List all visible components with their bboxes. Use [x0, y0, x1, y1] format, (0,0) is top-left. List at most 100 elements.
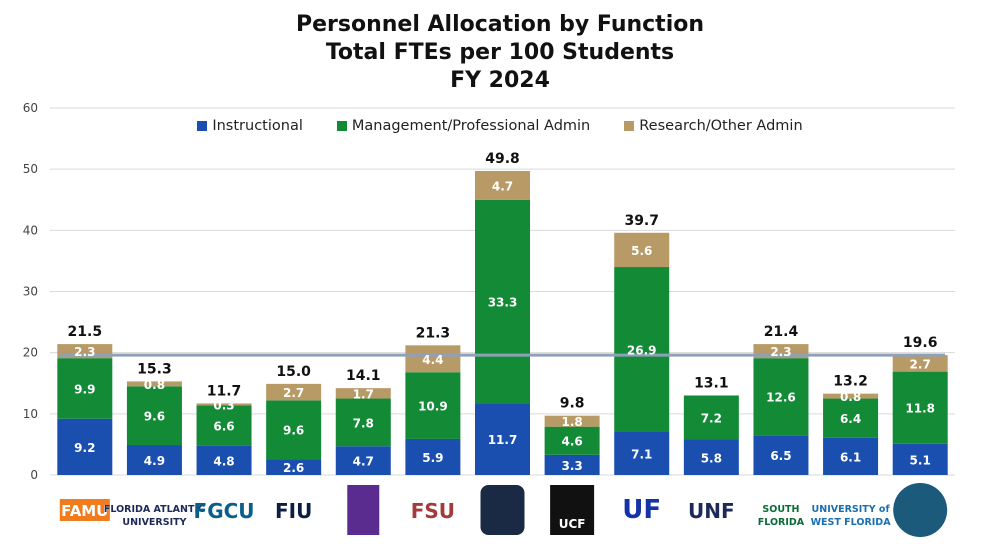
legend-instructional: Instructional [197, 118, 303, 134]
total-label: 15.0 [276, 364, 311, 380]
total-label: 39.7 [624, 213, 659, 229]
data-label: 0.3 [213, 398, 234, 412]
data-label: 4.9 [144, 454, 165, 468]
bar-segment-sus [892, 355, 948, 372]
data-label: 9.9 [74, 382, 95, 396]
legend-management: Management/Professional Admin [336, 118, 591, 134]
data-label: 9.2 [74, 441, 95, 455]
legend: Instructional Management/Professional Ad… [0, 118, 1000, 134]
data-label: 5.1 [910, 453, 931, 467]
logo-fau: UNIVERSITY [122, 517, 186, 528]
data-label: 4.4 [422, 353, 443, 367]
data-label: 2.3 [74, 345, 95, 359]
bar-segment-uf [614, 232, 670, 268]
bar-segment-fsu [405, 345, 461, 373]
bar-segment-uwf [823, 398, 879, 438]
data-label: 2.6 [283, 461, 304, 475]
data-label: 5.8 [701, 451, 722, 465]
data-label: 1.7 [353, 387, 374, 401]
data-label: 33.3 [488, 296, 518, 310]
bar-segment-fpu [335, 446, 391, 475]
total-label: 13.2 [833, 374, 868, 390]
chart-subtitle: Total FTEs per 100 Students [325, 40, 675, 65]
bar-segment-usf [753, 435, 809, 475]
logo-usf: SOUTH [762, 504, 799, 515]
logo-famu [59, 499, 110, 521]
logo-usf: FLORIDA [758, 517, 805, 528]
y-tick-label: 40 [23, 223, 38, 237]
data-label: 0.8 [840, 390, 861, 404]
bar-segment-famu [57, 358, 113, 419]
chart-title: Personnel Allocation by Function [295, 12, 705, 37]
bar-segment-famu [57, 418, 113, 475]
total-label: 21.3 [416, 325, 451, 341]
data-label: 6.5 [770, 449, 791, 463]
legend-swatch [624, 121, 635, 131]
data-label: 2.7 [283, 386, 304, 400]
data-label: 0.8 [144, 378, 165, 392]
bar-segment-ncf [475, 171, 530, 200]
bar-segment-fiu [266, 383, 322, 401]
data-label: 7.2 [701, 412, 722, 426]
legend-label: Management/Professional Admin [351, 118, 591, 134]
legend-swatch [336, 121, 347, 131]
data-label: 7.1 [631, 447, 652, 461]
bar-segment-fgcu [196, 405, 252, 446]
data-label: 4.8 [213, 454, 234, 468]
bar-segment-fau [126, 386, 182, 446]
data-label: 6.1 [840, 450, 861, 464]
bar-segment-fau [126, 445, 182, 475]
logo-fpu [347, 485, 380, 535]
logo-text: FAMU [61, 502, 108, 520]
logo-uf: UF [622, 495, 661, 525]
total-label: 49.8 [485, 151, 520, 167]
bar-segment-ncf [475, 199, 530, 404]
bar-segment-uwf [823, 393, 879, 399]
chart-year: FY 2024 [450, 68, 550, 93]
total-label: 14.1 [346, 368, 381, 384]
bar-segment-sus [892, 443, 948, 475]
bar-segment-ucf [544, 415, 600, 427]
bar-segment-fau [126, 381, 182, 387]
bar-segment-unf [683, 439, 739, 475]
data-label: 1.8 [561, 415, 582, 429]
logo-sus [893, 483, 948, 537]
bar-segment-sus [892, 371, 948, 444]
data-label: 4.6 [561, 435, 582, 449]
data-label: 9.6 [144, 410, 165, 424]
data-label: 10.9 [418, 400, 448, 414]
logo-ucf [550, 485, 595, 535]
data-label: 5.9 [422, 451, 443, 465]
bar-segment-ncf [475, 403, 530, 475]
bar-segment-fgcu [196, 445, 252, 475]
legend-swatch [197, 121, 208, 131]
bar-segment-fiu [266, 459, 322, 475]
y-tick-label: 30 [23, 285, 38, 299]
bar-segment-usf [753, 358, 809, 436]
total-label: 21.5 [68, 324, 103, 340]
logo-fgcu: FGCU [194, 499, 255, 523]
logo-fsu: FSU [411, 499, 455, 523]
data-label: 7.8 [353, 416, 374, 430]
legend-label: Research/Other Admin [639, 118, 803, 134]
total-label: 19.6 [903, 335, 938, 351]
logo-uwf: WEST FLORIDA [811, 517, 892, 528]
data-label: 11.8 [905, 402, 935, 416]
total-label: 21.4 [764, 324, 799, 340]
y-tick-label: 20 [23, 346, 38, 360]
logo-fau: FLORIDA ATLANTIC [104, 504, 205, 515]
y-tick-label: 50 [23, 162, 38, 176]
y-tick-label: 10 [23, 407, 38, 421]
bar-segment-fsu [405, 372, 461, 439]
data-label: 3.3 [561, 459, 582, 473]
total-label: 13.1 [694, 375, 729, 391]
total-label: 11.7 [207, 383, 242, 399]
data-label: 11.7 [488, 433, 518, 447]
bar-segment-uf [614, 431, 670, 475]
bar-segment-fpu [335, 398, 391, 447]
total-label: 9.8 [560, 396, 585, 412]
logo-text: UCF [559, 517, 586, 531]
bar-segment-unf [683, 395, 739, 440]
